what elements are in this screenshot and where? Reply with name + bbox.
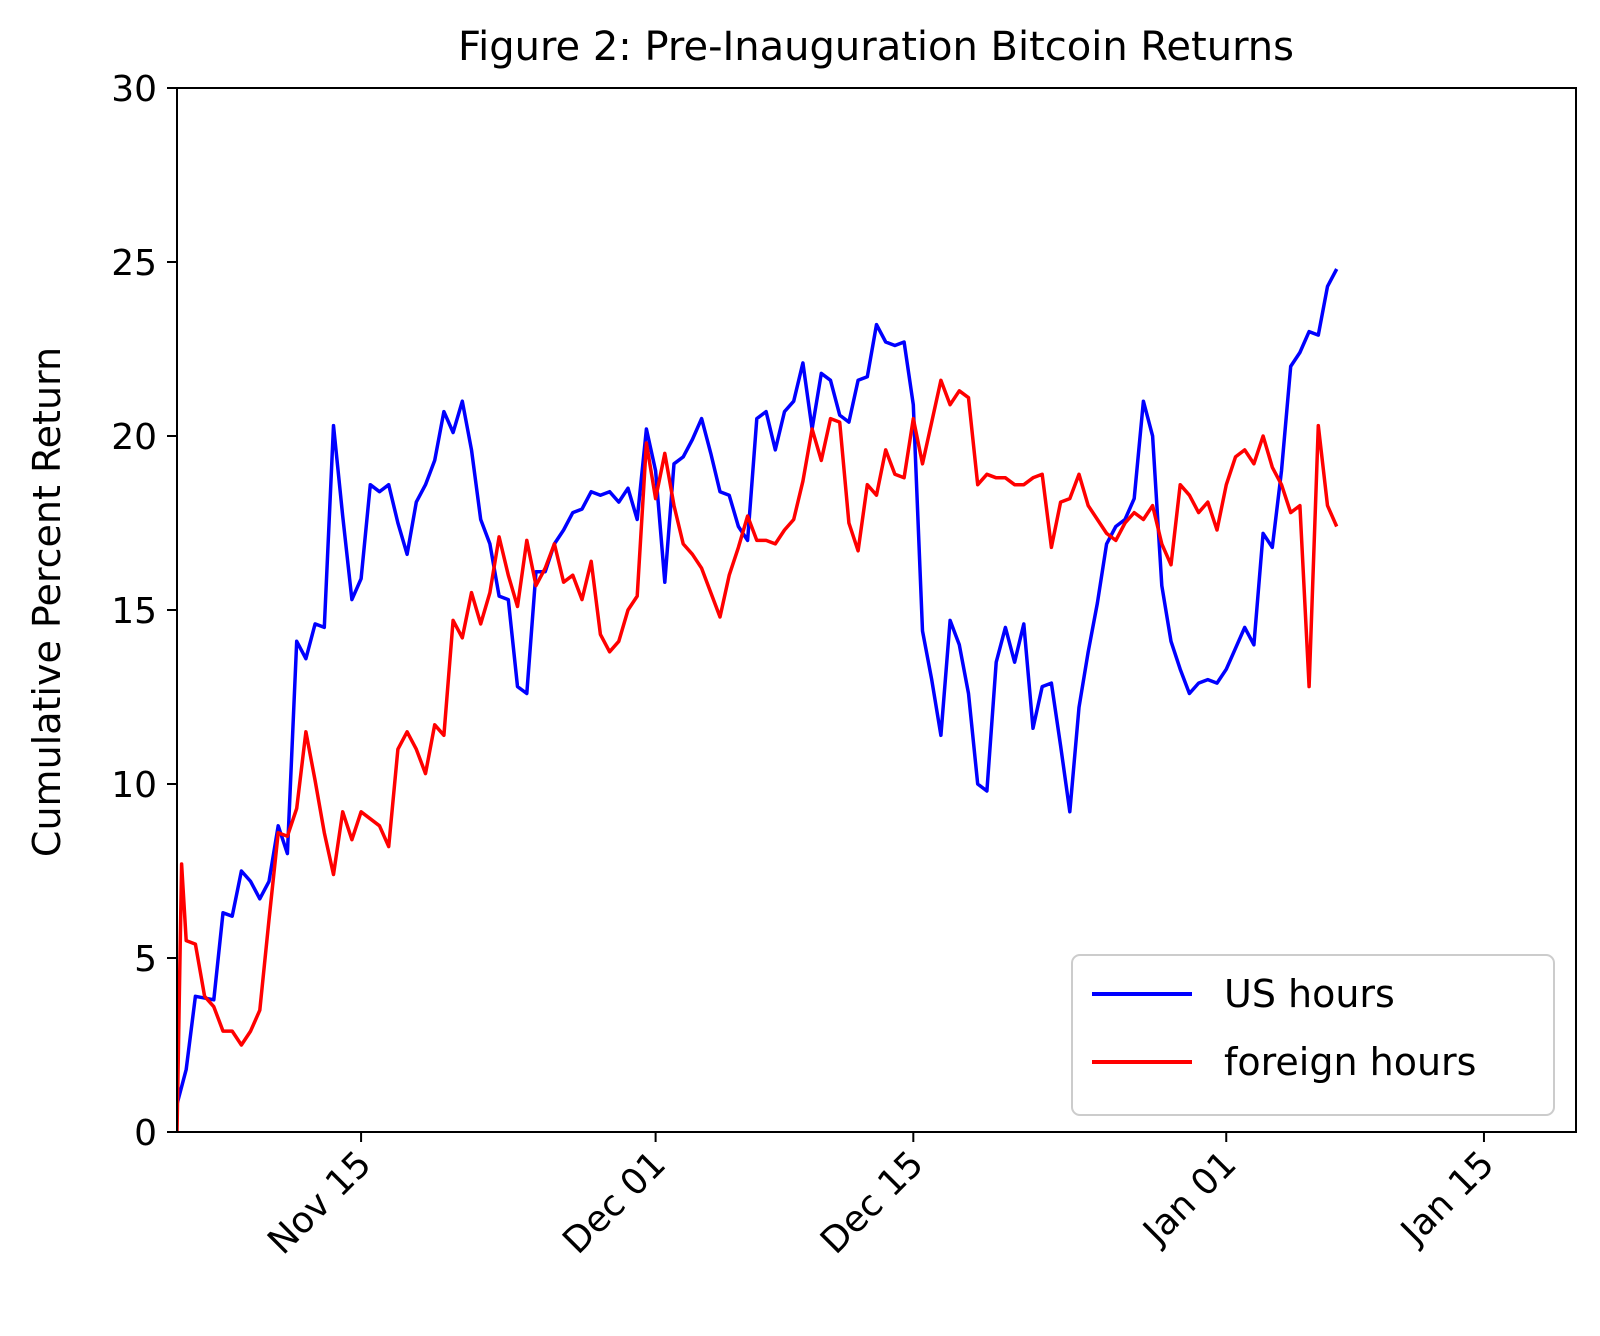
- y-tick-label: 15: [111, 591, 157, 632]
- legend-label-us-hours: US hours: [1224, 972, 1395, 1016]
- legend: US hours foreign hours: [1071, 954, 1555, 1116]
- plot-series-layer: [177, 268, 1339, 1132]
- y-tick-label: 25: [111, 243, 157, 284]
- y-tick-label: 5: [134, 939, 157, 980]
- y-axis-ticks: 0 5 10 15 20 25 30: [111, 69, 177, 1154]
- y-tick-label: 10: [111, 765, 157, 806]
- y-tick-label: 30: [111, 69, 157, 110]
- plot-frame: [176, 87, 1577, 1133]
- chart-title: Figure 2: Pre-Inauguration Bitcoin Retur…: [458, 24, 1294, 70]
- legend-box: [1071, 954, 1555, 1116]
- legend-label-foreign-hours: foreign hours: [1224, 1040, 1476, 1084]
- y-tick-label: 0: [134, 1113, 157, 1154]
- series-line-us-hours: [177, 268, 1339, 1105]
- series-line-foreign-hours: [177, 378, 1339, 1132]
- y-axis-label: Cumulative Percent Return: [25, 347, 69, 857]
- y-tick-label: 20: [111, 417, 157, 458]
